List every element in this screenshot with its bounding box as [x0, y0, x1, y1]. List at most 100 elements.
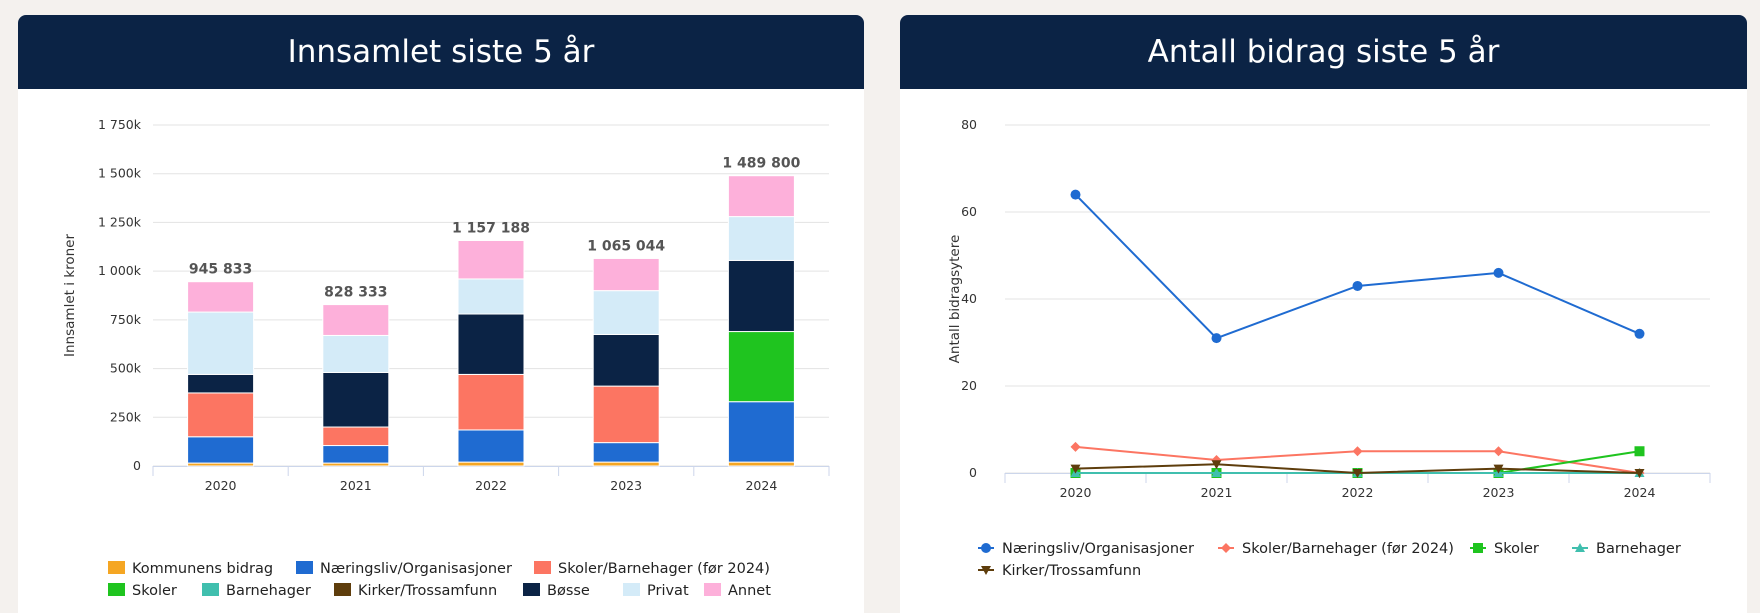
bar-total-label: 1 065 044	[587, 238, 665, 254]
bar-total-label: 1 489 800	[722, 156, 800, 172]
contributions-chart-card: Antall bidrag siste 5 år 0 20 40 60 80 Antall…	[900, 15, 1747, 613]
contributions-line-chart: 0 20 40 60 80 Antall bidragsytere 2020 2021 2022…	[947, 117, 1711, 579]
legend-label-naeringsliv-organisasjoner: Næringsliv/Organisasjoner	[320, 561, 512, 577]
legend-label-barnehager: Barnehager	[1596, 541, 1681, 557]
legend-swatch-privat	[623, 583, 640, 596]
bar-segment-naeringsliv-organisasjoner	[187, 436, 255, 464]
x-tick-label: 2021	[340, 478, 372, 493]
data-point-kirker-trossamfunn	[1493, 464, 1504, 474]
bar-segment-naeringsliv-organisasjoner	[322, 445, 390, 464]
bar-segment-annet	[187, 281, 255, 313]
collected-bar-chart: 0 250k 500k 750k 1 000k 1 250k 1 500k 1 750k Inn…	[62, 117, 830, 599]
bar-segment-bosse	[457, 313, 525, 375]
bar-segment-bosse	[322, 371, 390, 428]
legend-marker-naeringsliv-organisasjoner	[981, 543, 991, 553]
collected-chart-card: Innsamlet siste 5 år 0 250k 500k 750k 1 000k…	[18, 15, 864, 613]
legend-label-kirker-trossamfunn: Kirker/Trossamfunn	[358, 583, 497, 599]
legend-label-barnehager: Barnehager	[226, 583, 311, 599]
data-point-naeringsliv-organisasjoner	[1070, 189, 1081, 200]
bar-segment-annet	[727, 175, 795, 218]
bar-segment-privat	[727, 216, 795, 261]
legend-label-skoler: Skoler	[1494, 541, 1539, 557]
y-tick-label: 40	[961, 291, 977, 306]
bar-segment-kommunens-bidrag	[457, 461, 525, 467]
legend-swatch-skoler	[108, 583, 125, 596]
bar-segment-naeringsliv-organisasjoner	[457, 429, 525, 463]
x-tick-label: 2022	[1342, 485, 1374, 500]
collected-chart-title: Innsamlet siste 5 år	[287, 34, 595, 70]
bar-segment-bosse	[592, 333, 660, 387]
y-tick-label: 1 250k	[98, 214, 142, 229]
bar-segment-skoler-barnehager-for-2024	[457, 373, 525, 431]
y-axis-title: Innsamlet i kroner	[62, 234, 78, 357]
bar-segment-annet	[322, 304, 390, 336]
bar-segment-privat	[322, 334, 390, 373]
bar-segment-privat	[592, 290, 660, 335]
bar-segment-skoler	[727, 331, 795, 403]
legend-swatch-bosse	[523, 583, 540, 596]
legend-label-annet: Annet	[728, 583, 771, 599]
x-tick-label: 2023	[1483, 485, 1515, 500]
legend-label-skoler-barnehager-for-2024: Skoler/Barnehager (før 2024)	[1242, 541, 1454, 557]
legend-label-skoler: Skoler	[132, 583, 177, 599]
bar-segment-privat	[457, 278, 525, 315]
y-tick-label: 0	[969, 465, 977, 480]
bar-segment-naeringsliv-organisasjoner	[592, 442, 660, 463]
bar-segment-skoler-barnehager-for-2024	[322, 426, 390, 447]
legend-marker-kirker-trossamfunn	[981, 566, 991, 575]
legend-swatch-annet	[704, 583, 721, 596]
data-point-skoler	[1634, 446, 1645, 457]
data-point-naeringsliv-organisasjoner	[1634, 328, 1645, 339]
data-point-skoler-barnehager-for-2024	[1493, 446, 1504, 457]
legend-marker-skoler	[1473, 543, 1483, 553]
y-axis-title: Antall bidragsytere	[947, 235, 963, 364]
data-point-kirker-trossamfunn	[1211, 460, 1222, 470]
y-tick-label: 20	[961, 378, 977, 393]
legend-label-kommunens-bidrag: Kommunens bidrag	[132, 561, 273, 577]
bar-segment-bosse	[187, 373, 255, 394]
x-tick-label: 2022	[475, 478, 507, 493]
y-tick-label: 80	[961, 117, 977, 132]
y-tick-label: 250k	[110, 409, 142, 424]
legend-marker-barnehager	[1575, 543, 1585, 552]
x-tick-label: 2023	[610, 478, 642, 493]
x-tick-label: 2024	[745, 478, 777, 493]
bar-segment-privat	[187, 311, 255, 375]
data-point-kirker-trossamfunn	[1070, 464, 1081, 474]
data-point-naeringsliv-organisasjoner	[1211, 333, 1222, 344]
data-point-skoler-barnehager-for-2024	[1352, 446, 1363, 457]
series-line-naeringsliv-organisasjoner	[1074, 193, 1640, 340]
x-tick-label: 2021	[1201, 485, 1233, 500]
bar-segment-skoler-barnehager-for-2024	[187, 392, 255, 438]
contributions-chart-title: Antall bidrag siste 5 år	[1147, 34, 1500, 70]
legend-swatch-kirker-trossamfunn	[334, 583, 351, 596]
legend-label-bosse: Bøsse	[547, 583, 590, 599]
data-point-naeringsliv-organisasjoner	[1352, 280, 1363, 291]
bar-total-label: 1 157 188	[452, 221, 530, 237]
y-tick-label: 750k	[110, 312, 142, 327]
y-tick-label: 1 750k	[98, 117, 142, 132]
legend-swatch-kommunens-bidrag	[108, 561, 125, 574]
y-tick-label: 1 500k	[98, 166, 142, 181]
legend-swatch-skoler-barnehager-for-2024	[534, 561, 551, 574]
y-tick-label: 60	[961, 204, 977, 219]
data-point-naeringsliv-organisasjoner	[1493, 267, 1504, 278]
data-point-barnehager	[1211, 468, 1222, 477]
x-tick-label: 2020	[205, 478, 237, 493]
legend-swatch-barnehager	[202, 583, 219, 596]
bar-segment-annet	[457, 240, 525, 280]
data-point-kirker-trossamfunn	[1352, 469, 1363, 478]
bar-total-label: 828 333	[324, 285, 387, 301]
x-tick-label: 2024	[1624, 485, 1656, 500]
y-tick-label: 0	[133, 458, 141, 473]
y-tick-label: 1 000k	[98, 263, 142, 278]
bar-segment-bosse	[727, 259, 795, 333]
bar-segment-kommunens-bidrag	[727, 461, 795, 467]
x-tick-label: 2020	[1060, 485, 1092, 500]
collected-chart-header: Innsamlet siste 5 år	[18, 15, 864, 89]
bar-total-label: 945 833	[189, 262, 252, 278]
contributions-chart-header: Antall bidrag siste 5 år	[900, 15, 1747, 89]
legend-label-naeringsliv-organisasjoner: Næringsliv/Organisasjoner	[1002, 541, 1194, 557]
legend-label-privat: Privat	[647, 583, 689, 599]
legend-label-kirker-trossamfunn: Kirker/Trossamfunn	[1002, 563, 1141, 579]
